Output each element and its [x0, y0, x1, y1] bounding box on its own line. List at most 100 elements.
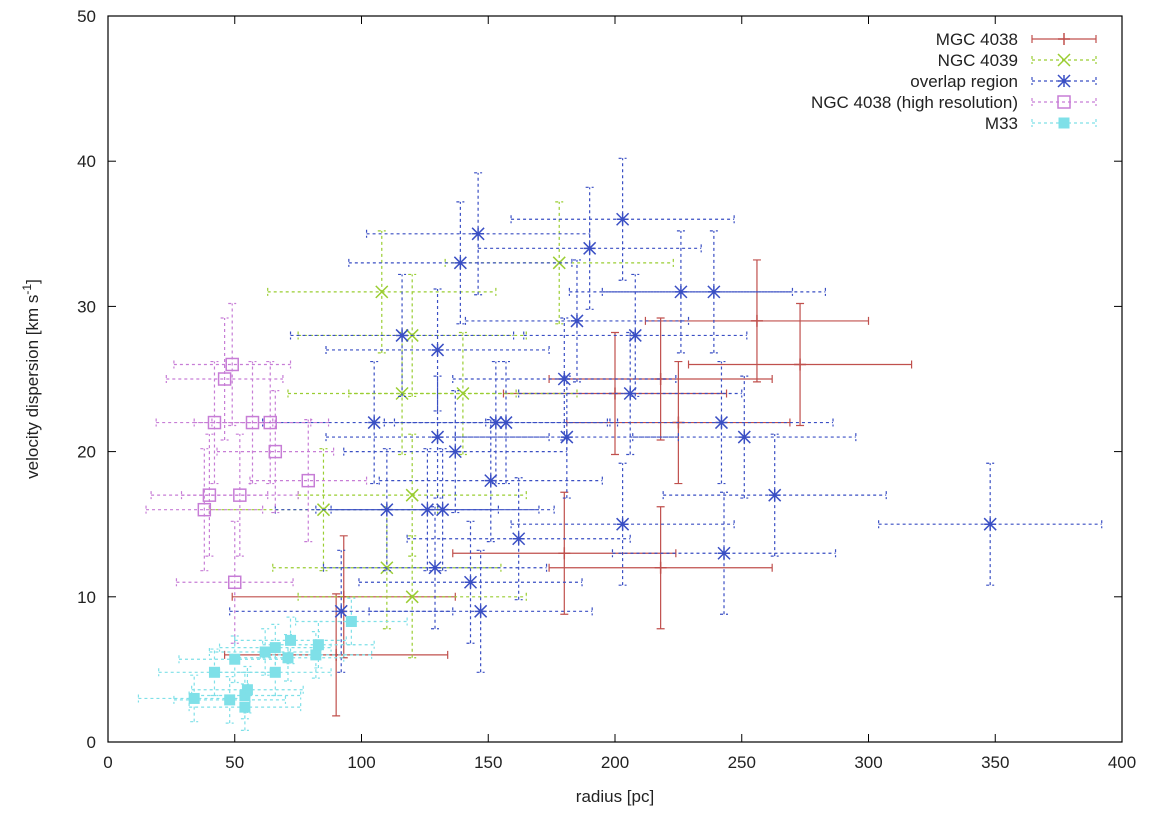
- error-bar: [216, 390, 335, 514]
- data-point: [405, 590, 419, 604]
- legend-marker: [1057, 53, 1071, 67]
- x-tick-label: 250: [728, 753, 756, 772]
- data-point: [197, 502, 212, 517]
- y-tick-label: 50: [77, 7, 96, 26]
- data-point: [983, 517, 997, 531]
- data-point: [583, 241, 597, 255]
- data-point: [188, 692, 200, 704]
- data-point: [375, 285, 389, 299]
- data-point: [570, 314, 584, 328]
- data-point: [794, 358, 807, 371]
- data-point: [654, 561, 667, 574]
- y-axis-label-main: velocity dispersion [km s: [23, 295, 42, 479]
- data-point: [453, 256, 467, 270]
- y-axis-label-end: ]: [23, 279, 42, 284]
- legend-marker: [1057, 95, 1071, 109]
- data-point: [285, 634, 297, 646]
- data-point: [484, 474, 498, 488]
- data-point: [717, 546, 731, 560]
- x-tick-label: 350: [981, 753, 1009, 772]
- data-point: [217, 372, 232, 386]
- legend-marker: [1057, 74, 1071, 88]
- y-tick-label: 40: [77, 152, 96, 171]
- data-point: [628, 328, 642, 342]
- error-bar: [180, 433, 299, 557]
- legend: MGC 4038 NGC 4039 overlap region NGC 4038 (…: [811, 30, 1097, 133]
- data-point: [436, 503, 450, 517]
- data-point: [367, 416, 381, 430]
- data-point: [431, 343, 445, 357]
- data-point: [616, 212, 630, 226]
- data-point: [616, 517, 630, 531]
- data-point: [245, 415, 260, 430]
- data-point: [282, 652, 294, 664]
- data-point: [471, 227, 485, 241]
- data-point: [268, 444, 283, 459]
- error-bar: [249, 419, 368, 543]
- y-tick-label: 20: [77, 443, 96, 462]
- data-point: [558, 547, 571, 560]
- error-bar: [211, 360, 330, 485]
- data-point: [489, 416, 503, 430]
- legend-label: M33: [985, 114, 1018, 133]
- legend-marker: [1058, 117, 1070, 129]
- data-point: [405, 488, 419, 502]
- data-point: [225, 357, 239, 372]
- series-3: [145, 302, 368, 644]
- error-bar: [165, 317, 284, 441]
- data-point: [233, 488, 247, 502]
- legend-label: NGC 4039: [938, 51, 1018, 70]
- data-point: [768, 488, 782, 502]
- data-point: [229, 653, 241, 665]
- series-1: [208, 201, 674, 659]
- legend-marker: [1058, 33, 1070, 45]
- series-2: [229, 157, 1103, 673]
- data-point: [707, 285, 721, 299]
- data-point: [208, 666, 220, 678]
- x-tick-label: 150: [474, 753, 502, 772]
- data-point: [269, 666, 281, 678]
- data-point: [499, 416, 513, 430]
- x-tick-label: 400: [1108, 753, 1136, 772]
- series-4: [137, 597, 408, 731]
- error-bar: [145, 448, 264, 572]
- x-tick-label: 300: [854, 753, 882, 772]
- legend-label: NGC 4038 (high resolution): [811, 93, 1018, 112]
- data-point: [334, 604, 348, 618]
- data-point: [474, 604, 488, 618]
- y-axis-label-superscript: -1: [20, 284, 34, 295]
- y-tick-label: 30: [77, 297, 96, 316]
- legend-label: MGC 4038: [936, 30, 1018, 49]
- data-point: [714, 416, 729, 430]
- plot-area: [137, 157, 1103, 731]
- x-tick-label: 50: [225, 753, 244, 772]
- x-tick-label: 0: [103, 753, 112, 772]
- data-point: [560, 430, 574, 444]
- data-point: [301, 473, 316, 488]
- axis-ticks: 0 50 100 150 200 250 300 350 400 0 10 20 30 40 50: [77, 7, 1136, 772]
- data-point: [431, 430, 445, 444]
- error-bar: [175, 520, 294, 644]
- data-point: [512, 532, 526, 546]
- y-tick-label: 10: [77, 588, 96, 607]
- data-point: [463, 575, 478, 589]
- x-tick-label: 200: [601, 753, 629, 772]
- legend-line: [1031, 98, 1097, 106]
- data-point: [750, 314, 763, 327]
- data-point: [428, 561, 442, 575]
- legend-label: overlap region: [910, 72, 1018, 91]
- y-axis-label: velocity dispersion [km s-1]: [20, 279, 42, 479]
- data-point: [395, 328, 409, 342]
- data-point: [557, 372, 571, 386]
- data-point: [202, 488, 217, 502]
- x-tick-label: 100: [347, 753, 375, 772]
- x-axis-label: radius [pc]: [576, 787, 654, 806]
- data-point: [239, 701, 251, 713]
- data-point: [448, 445, 462, 459]
- data-point: [310, 649, 322, 661]
- y-tick-label: 0: [87, 733, 96, 752]
- data-point: [228, 575, 242, 590]
- data-point: [345, 615, 357, 627]
- data-point: [224, 694, 236, 706]
